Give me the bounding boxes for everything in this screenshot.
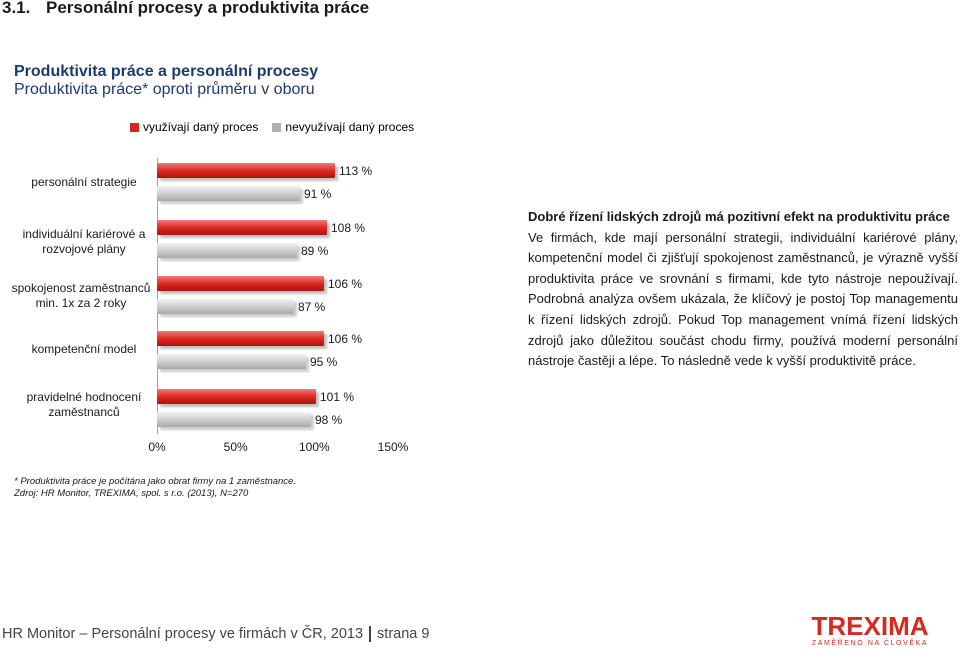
bar-used bbox=[157, 220, 327, 235]
bar-used bbox=[157, 163, 335, 178]
footer-title: HR Monitor – Personální procesy ve firmá… bbox=[2, 626, 364, 642]
chart-legend: využívají daný proces nevyužívají daný p… bbox=[130, 120, 414, 134]
trexima-logo: TREXIMA ZAMĚŘENO NA ČLOVĚKA bbox=[800, 613, 940, 649]
bar-value-label: 108 % bbox=[331, 221, 366, 235]
page-footer: HR Monitor – Personální procesy ve firmá… bbox=[2, 626, 430, 643]
bar-value-label: 106 % bbox=[328, 332, 363, 346]
x-tick-label: 0% bbox=[148, 440, 166, 454]
footnote-productivity: * Produktivita práce je počítána jako ob… bbox=[14, 476, 296, 487]
footer-page-number: strana 9 bbox=[377, 626, 430, 642]
logo-wordmark: TREXIMA bbox=[811, 611, 929, 641]
footnote-source: Zdroj: HR Monitor, TREXIMA, spol. s r.o.… bbox=[14, 488, 249, 499]
bar-value-label: 106 % bbox=[328, 277, 363, 291]
chart-title: Produktivita práce a personální procesy bbox=[14, 63, 319, 80]
x-tick-label: 50% bbox=[223, 440, 248, 454]
category-label: personální strategie bbox=[31, 175, 137, 189]
bar-unused bbox=[157, 299, 294, 314]
x-tick-label: 100% bbox=[298, 440, 330, 454]
bar-unused bbox=[157, 412, 311, 427]
logo-tagline: ZAMĚŘENO NA ČLOVĚKA bbox=[811, 640, 929, 647]
bar-unused bbox=[157, 354, 306, 369]
bar-unused bbox=[157, 243, 297, 258]
bar-value-label: 87 % bbox=[298, 300, 326, 314]
x-tick-label: 150% bbox=[377, 440, 409, 454]
bar-value-label: 91 % bbox=[304, 187, 332, 201]
chart-subtitle: Produktivita práce* oproti průměru v obo… bbox=[14, 81, 315, 98]
footer-separator bbox=[369, 626, 372, 643]
category-label: individuální kariérové a rozvojové plány bbox=[22, 227, 146, 256]
commentary-body: Ve firmách, kde mají personální strategi… bbox=[528, 229, 958, 369]
legend-item-unused: nevyužívají daný proces bbox=[272, 120, 414, 134]
legend-label-used: využívají daný proces bbox=[143, 120, 259, 134]
bar-value-label: 98 % bbox=[315, 413, 343, 427]
bar-value-label: 101 % bbox=[320, 390, 355, 404]
section-title: Personální procesy a produktivita práce bbox=[46, 0, 370, 17]
bar-used bbox=[157, 331, 324, 346]
bar-unused bbox=[157, 186, 300, 201]
category-label: kompetenční model bbox=[31, 342, 137, 356]
category-label: pravidelné hodnocení zaměstnanců bbox=[26, 390, 142, 419]
bar-value-label: 89 % bbox=[301, 244, 329, 258]
commentary-text: Dobré řízení lidských zdrojů má pozitivn… bbox=[528, 207, 958, 372]
bar-used bbox=[157, 389, 316, 404]
bar-value-label: 113 % bbox=[339, 164, 373, 178]
chart-y-axis bbox=[157, 158, 158, 434]
bar-used bbox=[157, 276, 324, 291]
legend-swatch-used bbox=[130, 122, 139, 132]
commentary-heading: Dobré řízení lidských zdrojů má pozitivn… bbox=[528, 209, 950, 224]
legend-swatch-unused bbox=[272, 122, 282, 132]
legend-item-used: využívají daný proces bbox=[130, 120, 258, 134]
category-label: spokojenost zaměstnanců min. 1x za 2 rok… bbox=[11, 281, 151, 310]
legend-label-unused: nevyužívají daný proces bbox=[285, 120, 415, 134]
bar-value-label: 95 % bbox=[310, 355, 338, 369]
section-heading: 3.1. Personální procesy a produktivita pr… bbox=[2, 0, 369, 18]
section-number: 3.1. bbox=[2, 0, 31, 17]
